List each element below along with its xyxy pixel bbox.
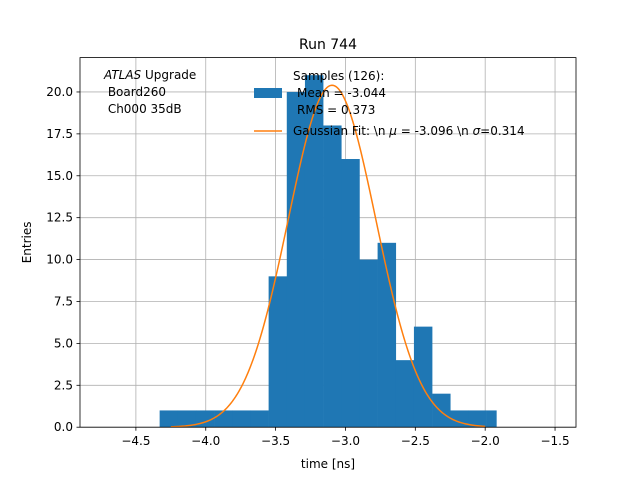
histogram-bar-1 [177,410,197,428]
gaussian-fit-curve [170,84,486,428]
annotation-channel: Ch000 35dB [104,102,182,116]
x-tick-label-5: −2.0 [471,434,500,448]
histogram-bar-4 [232,410,251,428]
y-tick-label-4: 10.0 [46,253,73,267]
legend-samples-line-3: RMS = 0.373 [297,103,375,117]
legend-samples-line-1: Samples (126): [293,69,384,83]
histogram-bar-5 [250,410,269,428]
x-tick-label-1: −4.0 [191,434,220,448]
histogram-bar-18 [486,410,497,428]
legend-sigma-symbol: σ [473,124,481,138]
legend-mu-symbol: μ [388,124,397,138]
histogram-bar-3 [214,410,233,428]
legend-rms-text: RMS = 0.373 [297,103,375,117]
legend-mean-text: Mean = -3.044 [297,86,386,100]
histogram-bar-14 [413,326,433,428]
x-tick-label-3: −3.0 [331,434,360,448]
y-tick-label-0: 0.0 [54,420,73,434]
histogram-bar-8 [304,75,324,428]
plot-frame [79,57,577,428]
atlas-label: ATLAS [103,68,142,82]
histogram-bar-11 [359,259,378,428]
x-tick-label-6: −1.5 [540,434,569,448]
histogram-bar-13 [395,360,415,428]
atlas-annotation: ATLAS Upgrade Board260 Ch000 35dB [103,68,196,116]
histogram-bar-0 [159,410,179,428]
x-tick-label-4: −2.5 [401,434,430,448]
legend-fit-prefix: Gaussian Fit: \n [293,124,389,138]
histogram-bar-17 [468,410,487,428]
y-axis-label: Entries [20,222,34,264]
histogram-bar-15 [432,393,451,428]
x-axis-ticks: −4.5 −4.0 −3.5 −3.0 −2.5 −2.0 −1.5 [121,427,570,448]
y-tick-label-1: 2.5 [54,378,73,392]
annotation-board: Board260 [104,85,166,99]
legend-samples-line-2: Mean = -3.044 [297,86,386,100]
x-axis-label: time [ns] [301,457,355,471]
histogram-bar-9 [323,125,342,428]
y-tick-label-6: 15.0 [46,169,73,183]
histogram-bar-10 [341,159,360,428]
x-tick-label-2: −3.5 [261,434,290,448]
y-tick-label-2: 5.0 [54,336,73,350]
y-axis-ticks: 0.0 2.5 5.0 7.5 10.0 12.5 15.0 17.5 20.0 [46,85,80,434]
legend: Samples (126): Mean = -3.044 RMS = 0.373… [254,69,525,138]
histogram-bar-7 [286,91,306,428]
x-tick-label-0: −4.5 [121,434,150,448]
y-tick-label-3: 7.5 [54,294,73,308]
legend-samples-swatch [254,88,282,98]
annotation-line-1: ATLAS Upgrade [103,68,196,82]
upgrade-label: Upgrade [141,68,196,82]
histogram-bar-6 [268,276,288,428]
legend-fit-text: Gaussian Fit: \n μ = -3.096 \n σ=0.314 [293,124,525,138]
y-tick-label-7: 17.5 [46,127,73,141]
legend-mu-value: = -3.096 \n [397,124,473,138]
y-tick-label-8: 20.0 [46,85,73,99]
histogram-bars [159,75,497,428]
legend-sigma-value: =0.314 [480,124,524,138]
y-tick-label-5: 12.5 [46,211,73,225]
chart-title: Run 744 [299,37,357,53]
